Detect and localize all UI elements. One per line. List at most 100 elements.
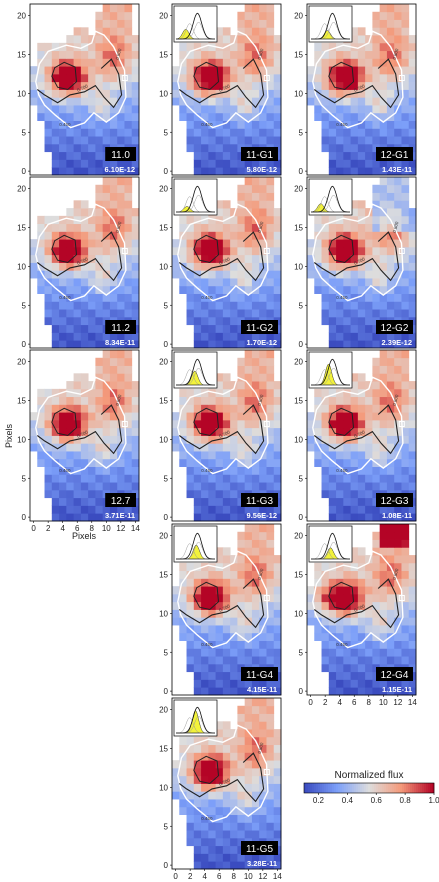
heatmap-cell (201, 167, 209, 176)
heatmap-cell (88, 246, 96, 256)
heatmap-cell (73, 105, 82, 114)
heatmap-cell (222, 231, 231, 240)
heatmap-cell (222, 799, 231, 808)
heatmap-cell (201, 617, 209, 626)
heatmap-cell (328, 293, 337, 302)
heatmap-cell (215, 231, 224, 240)
y-tick-label: 10 (159, 783, 168, 792)
heatmap-cell (201, 412, 209, 421)
heatmap-cell (222, 419, 231, 429)
heatmap-cell (222, 555, 231, 564)
heatmap-cell (259, 419, 267, 429)
heatmap-cell (237, 81, 246, 90)
heatmap-cell (273, 625, 282, 634)
heatmap-cell (266, 301, 275, 310)
panel-label: 11.2 (111, 323, 130, 334)
heatmap-cell (328, 593, 337, 603)
heatmap-cell (215, 136, 224, 145)
heatmap-cell (336, 270, 344, 279)
heatmap-cell (394, 215, 402, 225)
heatmap-cell (386, 340, 395, 349)
heatmap-cell (117, 357, 125, 366)
x-tick-label: 2 (188, 872, 193, 881)
heatmap-cell (321, 309, 330, 318)
heatmap-cell (66, 388, 74, 398)
heatmap-cell (307, 89, 315, 98)
heatmap-cell (193, 687, 202, 696)
heatmap-cell (251, 853, 260, 862)
heatmap-cell (95, 435, 104, 444)
heatmap-cell (193, 570, 202, 579)
heatmap-cell (73, 128, 82, 137)
heatmap-cell (237, 830, 246, 839)
heatmap-cell (66, 301, 74, 310)
heatmap-cell (73, 497, 82, 506)
heatmap-cell (408, 136, 417, 145)
heatmap-cell (408, 601, 417, 610)
heatmap-cell (350, 105, 359, 114)
heatmap-cell (59, 81, 67, 90)
contour-line-black (178, 231, 265, 282)
heatmap-cell (109, 466, 118, 475)
heatmap-cell (222, 112, 231, 121)
heatmap-cell (215, 625, 224, 634)
heatmap-cell (321, 601, 330, 610)
heatmap-cell (273, 443, 282, 452)
heatmap-cell (379, 42, 388, 52)
heatmap-cell (95, 159, 104, 168)
heatmap-cell (336, 505, 344, 514)
y-tick-label: 0 (22, 340, 27, 349)
heatmap-cell (237, 381, 246, 390)
heatmap-cell (244, 66, 253, 75)
heatmap-cell (88, 143, 96, 153)
heatmap-cell (379, 200, 388, 209)
heatmap-cell (193, 775, 202, 784)
heatmap-cell (372, 231, 381, 240)
heatmap-cell (179, 586, 187, 595)
heatmap-cell (372, 539, 381, 548)
heatmap-cell (401, 19, 410, 28)
heatmap-cell (372, 656, 381, 665)
heatmap-cell (201, 640, 209, 649)
heatmap-cell (314, 215, 322, 225)
heatmap-cell (321, 586, 330, 595)
heatmap-cell (379, 531, 388, 540)
heatmap-cell (88, 505, 96, 514)
heatmap-cell (124, 42, 133, 52)
heatmap-cell (401, 215, 410, 225)
heatmap-cell (328, 143, 337, 153)
heatmap-cell (336, 601, 344, 610)
heatmap-cell (314, 42, 322, 52)
heatmap-cell (230, 215, 238, 225)
heatmap-cell (124, 373, 133, 382)
heatmap-cell (259, 466, 267, 475)
heatmap-cell (273, 609, 282, 618)
heatmap-cell (193, 112, 202, 121)
heatmap-cell (379, 159, 388, 168)
heatmap-cell (357, 513, 366, 522)
heatmap-cell (109, 309, 118, 318)
colorbar-swatch (326, 783, 329, 793)
heatmap-cell (314, 285, 322, 294)
heatmap-cell (266, 81, 275, 90)
heatmap-cell (30, 73, 38, 83)
heatmap-cell (230, 35, 238, 44)
heatmap-cell (266, 332, 275, 341)
heatmap-cell (66, 231, 74, 240)
heatmap-cells (307, 524, 417, 696)
heatmap-cell (350, 443, 359, 452)
heatmap-cell (372, 555, 381, 564)
colorbar-swatch (420, 783, 423, 793)
x-tick-label: 14 (131, 524, 140, 533)
colorbar-swatch (338, 783, 341, 793)
heatmap-cell (186, 301, 195, 310)
heatmap-cell (401, 578, 410, 587)
inset-frame (173, 351, 218, 389)
heatmap-cell (237, 208, 246, 217)
heatmap-cell (237, 775, 246, 784)
heatmap-cell (131, 419, 140, 429)
heatmap-cell (88, 435, 96, 444)
heatmap-cell (51, 167, 60, 176)
heatmap-cell (237, 73, 246, 83)
heatmap-cell (357, 679, 366, 688)
